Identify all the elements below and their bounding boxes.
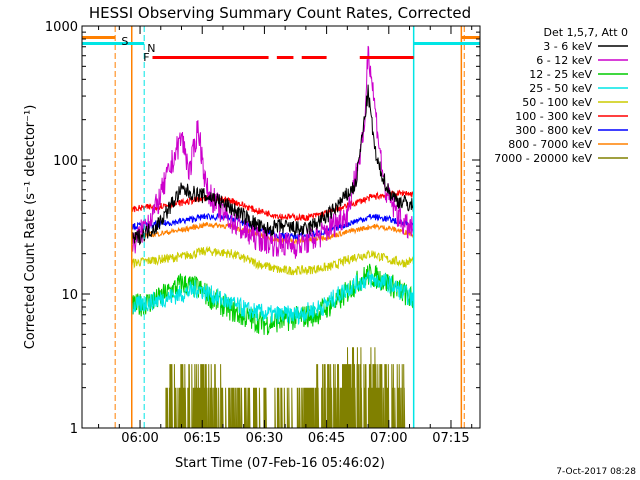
overlay-layer: S NF <box>82 26 480 428</box>
footer-timestamp: 7-Oct-2017 08:28 <box>556 467 636 477</box>
series-line-50-100keV <box>131 245 414 276</box>
flare-flag-segment <box>359 56 414 59</box>
x-tick-label: 06:30 <box>246 431 283 446</box>
y-tick-label: 1 <box>70 422 78 437</box>
flare-flag-segment <box>301 56 327 59</box>
series-line-100-300keV <box>131 189 414 222</box>
orange-bar-right <box>461 36 480 39</box>
legend-label: 50 - 100 keV <box>522 96 592 109</box>
axes-layer: 1 10 100 1000 06:00 06:15 06:30 06:45 07:00 07:15 <box>45 20 481 446</box>
series-line-25-50keV <box>131 270 414 326</box>
y-tick-label: 1000 <box>45 20 78 35</box>
legend-label: 12 - 25 keV <box>529 68 592 81</box>
legend-title: Det 1,5,7, Att 0 <box>544 26 628 39</box>
x-tick-label: 06:45 <box>308 431 345 446</box>
series-line-6-12keV <box>131 45 414 261</box>
series-line-3-6keV <box>131 84 414 246</box>
y-tick-label: 10 <box>61 288 78 303</box>
legend-label: 3 - 6 keV <box>543 40 592 53</box>
series-line-12-25keV <box>131 263 414 336</box>
y-axis-label: Corrected Count Rate (s⁻¹ detector⁻¹) <box>23 105 38 350</box>
x-axis-label: Start Time (07-Feb-16 05:46:02) <box>175 456 385 471</box>
legend-label: 100 - 300 keV <box>515 110 592 123</box>
x-tick-label: 07:00 <box>370 431 407 446</box>
y-tick-label: 100 <box>53 154 78 169</box>
legend-label: 7000 - 20000 keV <box>494 152 592 165</box>
legend-label: 25 - 50 keV <box>529 82 592 95</box>
cyan-bar-left <box>82 42 145 45</box>
legend-label: 300 - 800 keV <box>515 124 592 137</box>
cyan-bar-right <box>413 42 480 45</box>
x-tick-label: 06:00 <box>121 431 158 446</box>
orange-bar-left <box>82 36 116 39</box>
legend-label: 800 - 7000 keV <box>508 138 592 151</box>
flare-flag-segment <box>276 56 294 59</box>
annotation-n: N <box>147 42 155 55</box>
legend-label: 6 - 12 keV <box>536 54 592 67</box>
annotation-f: F <box>143 51 149 64</box>
flare-flag-segment <box>152 56 269 59</box>
x-tick-label: 07:15 <box>432 431 469 446</box>
chart-title: HESSI Observing Summary Count Rates, Cor… <box>89 4 471 22</box>
x-tick-label: 06:15 <box>183 431 220 446</box>
plot-frame <box>81 25 481 429</box>
series-layer <box>131 45 414 429</box>
annotation-s: S <box>121 35 128 48</box>
